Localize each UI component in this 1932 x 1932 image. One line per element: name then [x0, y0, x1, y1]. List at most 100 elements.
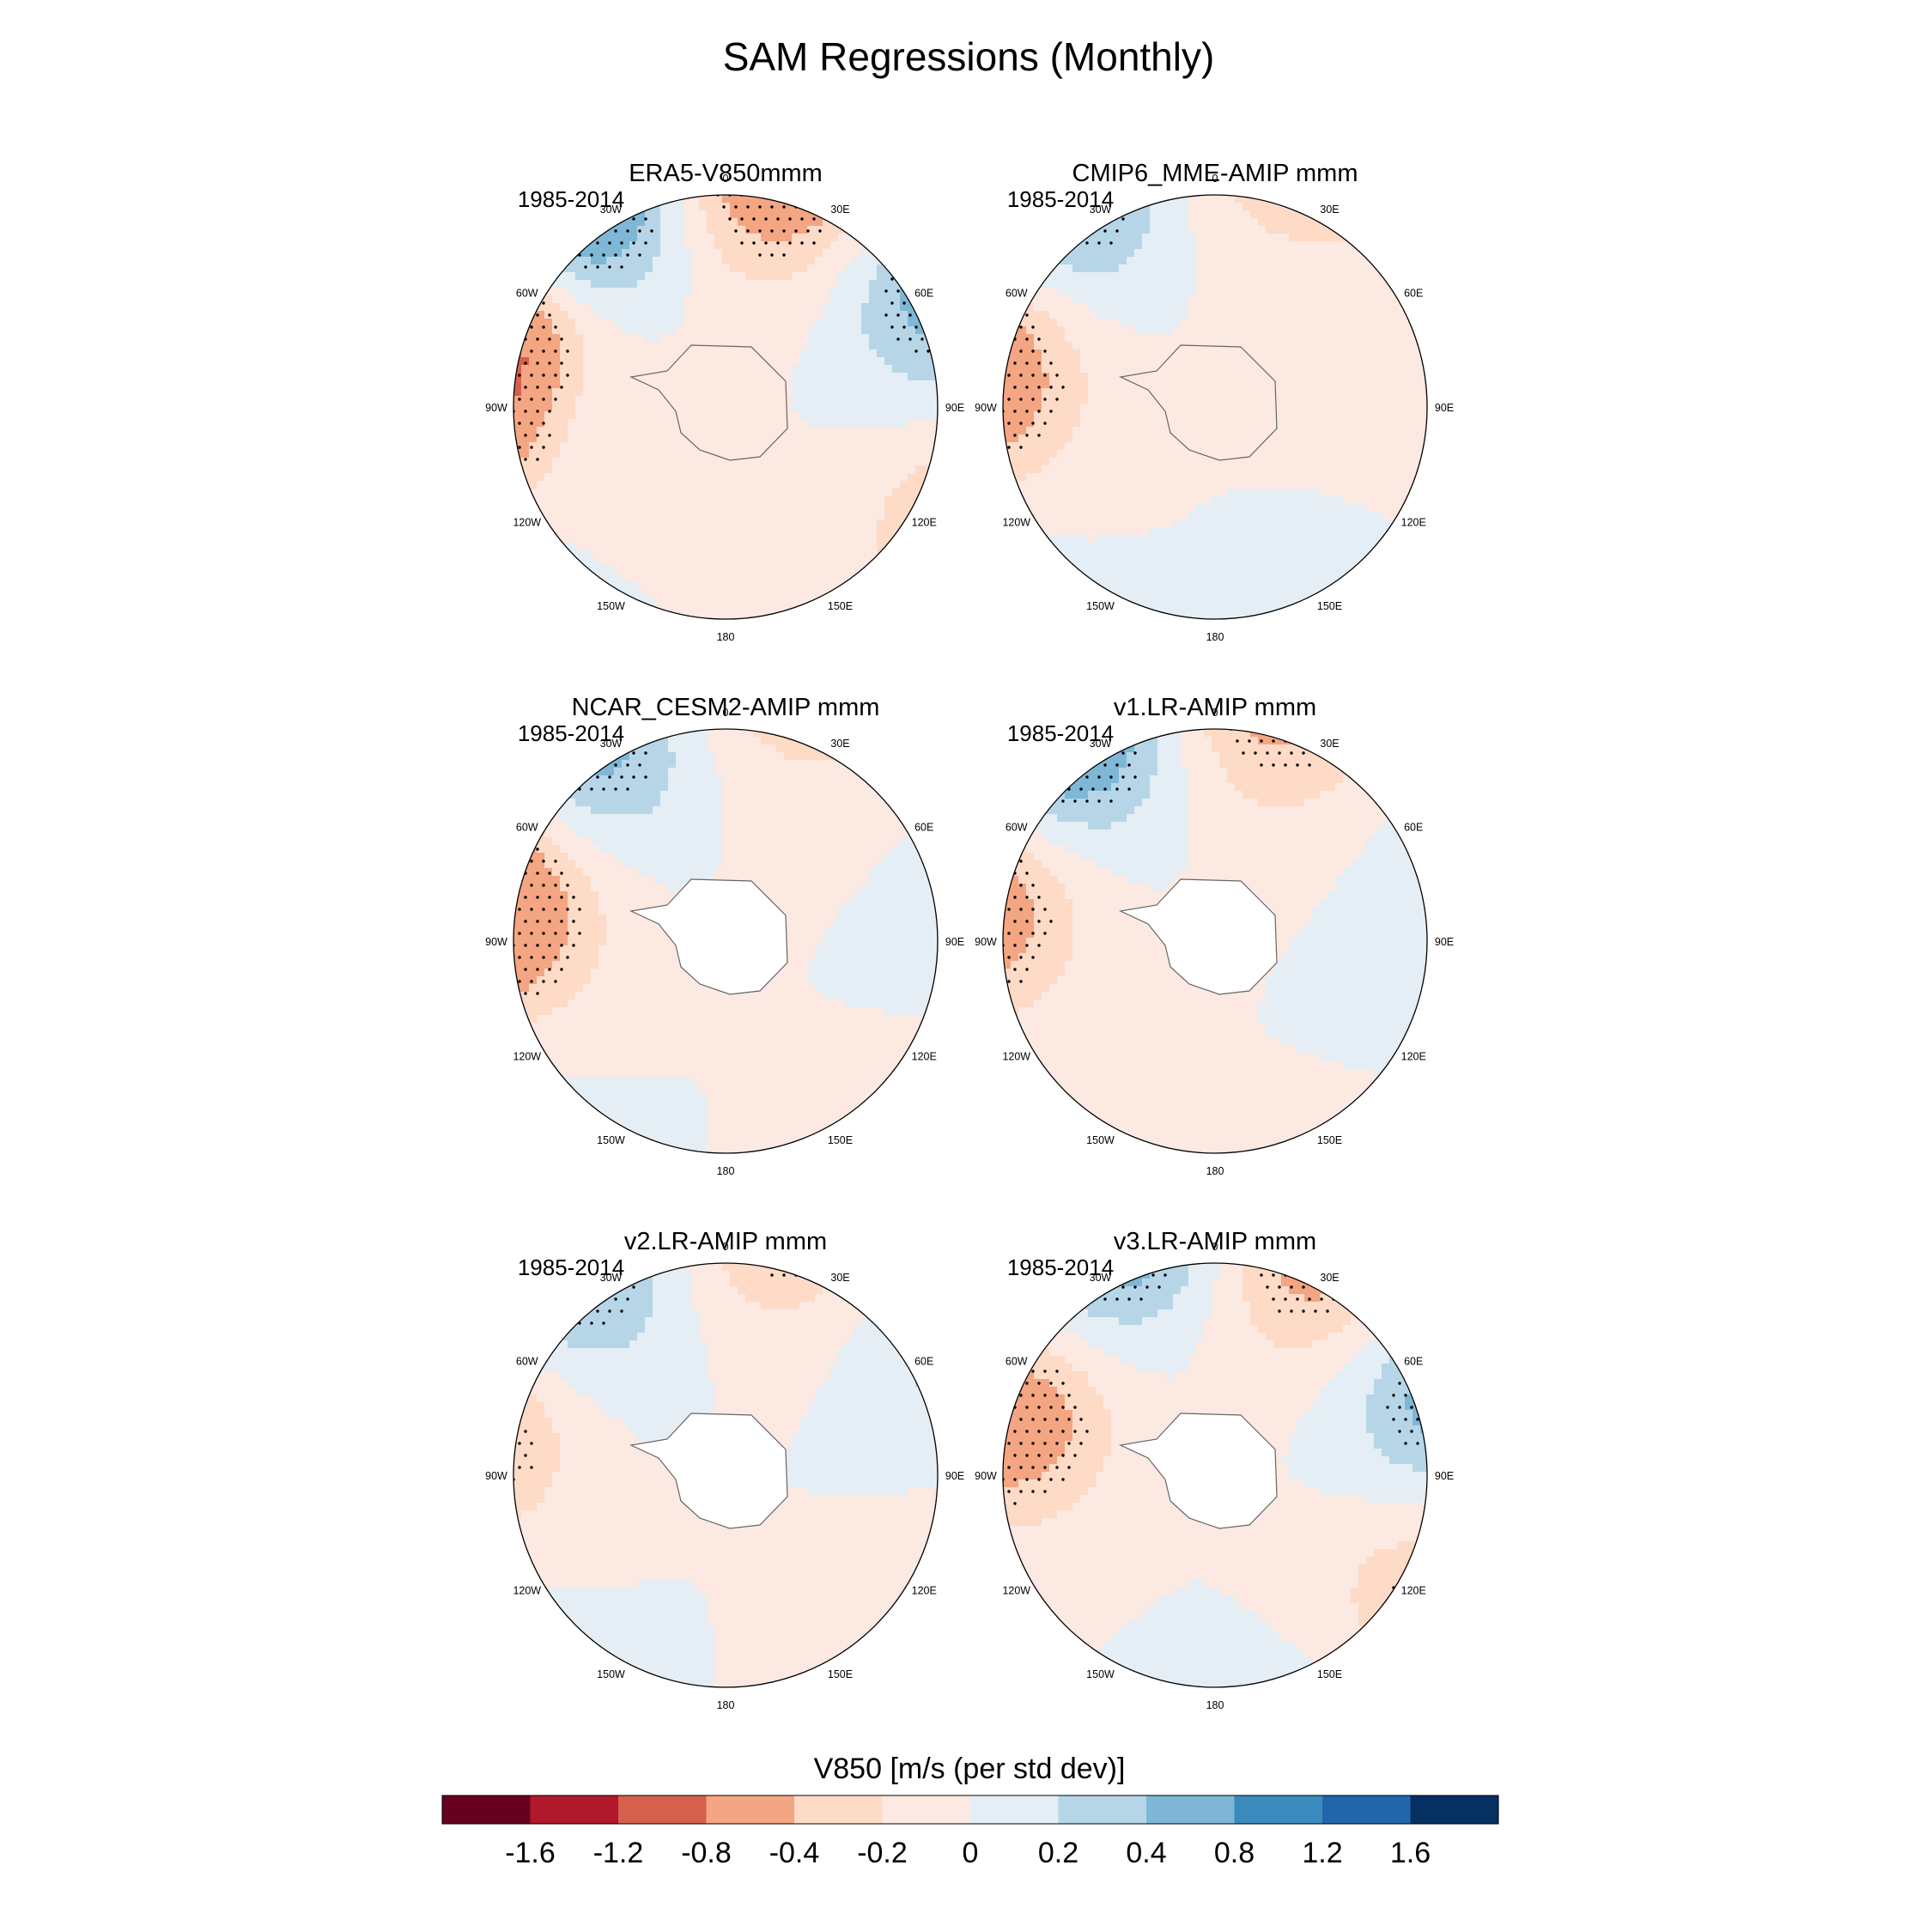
lon-label: 150E [1317, 1668, 1342, 1680]
colorbar-swatch [618, 1795, 707, 1824]
lon-label: 120W [513, 1585, 541, 1597]
lon-label: 60W [516, 288, 538, 300]
lon-label: 0 [723, 1241, 729, 1253]
lon-label: 60W [1005, 822, 1028, 834]
lon-label: 30E [830, 204, 849, 216]
lon-label: 30E [830, 738, 849, 750]
lon-label: 90W [975, 936, 997, 948]
lon-label: 60W [1005, 1356, 1028, 1368]
panel-period: 1985-2014 [518, 186, 624, 212]
colorbar-swatch [706, 1795, 795, 1824]
map-frame [1002, 194, 1428, 620]
lon-label: 120W [1002, 1585, 1030, 1597]
lon-label: 150E [1317, 600, 1342, 612]
panel-title: v2.LR-AMIP mmm [624, 1228, 827, 1255]
lon-label: 90E [1435, 402, 1454, 414]
lon-label: 30W [1090, 204, 1112, 216]
colorbar-tick-label: -1.6 [505, 1837, 556, 1869]
lon-label: 30W [1090, 1272, 1112, 1284]
map-frame [513, 1262, 939, 1688]
colorbar-swatch [1058, 1795, 1147, 1824]
lon-label: 0 [1212, 1241, 1218, 1253]
lon-label: 30E [1320, 1272, 1339, 1284]
lon-label: 90W [485, 402, 507, 414]
lon-label: 150W [597, 600, 625, 612]
map-frame [513, 728, 939, 1154]
antarctica-outline [629, 878, 788, 995]
lon-label: 120W [513, 1051, 541, 1063]
colorbar-tick-label: 0.2 [1038, 1837, 1078, 1869]
lon-label: 120W [1002, 1051, 1030, 1063]
map-frame [1002, 1262, 1428, 1688]
colorbar-tick-label: 0.8 [1214, 1837, 1255, 1869]
antarctica-outline [1118, 344, 1278, 461]
lon-label: 0 [1212, 173, 1218, 185]
lon-label: 150W [1086, 600, 1115, 612]
v850-field [513, 195, 938, 619]
antarctica-outline [1118, 1413, 1278, 1529]
colorbar-swatch [794, 1795, 883, 1824]
lon-label: 150W [1086, 1668, 1115, 1680]
lon-label: 60E [914, 822, 933, 834]
antarctica-outline [629, 1413, 788, 1529]
lon-label: 90W [975, 402, 997, 414]
antarctica-outline [1118, 878, 1278, 995]
panel-period: 1985-2014 [518, 1255, 624, 1280]
lon-label: 120W [1002, 517, 1030, 529]
colorbar-title: V850 [m/s (per std dev)] [814, 1753, 1126, 1785]
lon-label: 30W [1090, 738, 1112, 750]
colorbar-swatch [882, 1795, 971, 1824]
lon-label: 30W [600, 738, 623, 750]
lon-label: 150W [597, 1134, 625, 1146]
lon-label: 30W [600, 1272, 623, 1284]
panel-title: NCAR_CESM2-AMIP mmm [572, 694, 880, 721]
panel-period: 1985-2014 [1007, 186, 1114, 212]
colorbar: V850 [m/s (per std dev)] -1.6 -1.2 -0.8 -0.… [441, 1753, 1499, 1869]
lon-label: 60E [1404, 288, 1423, 300]
antarctica-outline [629, 344, 788, 461]
lon-label: 90E [945, 936, 964, 948]
colorbar-swatch [970, 1795, 1059, 1824]
lon-label: 120E [912, 1051, 937, 1063]
panel-title: CMIP6_MME-AMIP mmm [1072, 160, 1358, 187]
lon-label: 60W [516, 822, 538, 834]
colorbar-swatch [1234, 1795, 1323, 1824]
colorbar-frame [441, 1795, 1499, 1825]
lon-label: 120E [1401, 1585, 1426, 1597]
lon-label: 180 [717, 631, 735, 643]
lon-label: 30E [1320, 738, 1339, 750]
lon-label: 60W [516, 1356, 538, 1368]
colorbar-tick-label: 1.6 [1390, 1837, 1431, 1869]
colorbar-swatch [530, 1795, 619, 1824]
lon-label: 120E [1401, 1051, 1426, 1063]
map-frame [1002, 728, 1428, 1154]
lon-label: 150W [597, 1668, 625, 1680]
lon-label: 30E [1320, 204, 1339, 216]
lon-label: 150E [828, 1668, 853, 1680]
panels: ERA5-V850mmm1985-2014030E60E90E120E150E1… [485, 160, 1454, 1711]
colorbar-tick-label: 1.2 [1302, 1837, 1342, 1869]
panel-period: 1985-2014 [1007, 1255, 1114, 1280]
lon-label: 120W [513, 517, 541, 529]
colorbar-swatch [442, 1795, 531, 1824]
lon-label: 180 [717, 1699, 735, 1711]
colorbar-tick-label: 0.4 [1126, 1837, 1166, 1869]
lon-label: 150E [1317, 1134, 1342, 1146]
lon-label: 60E [914, 288, 933, 300]
lon-label: 150W [1086, 1134, 1115, 1146]
lon-label: 60E [1404, 822, 1423, 834]
lon-label: 90W [485, 936, 507, 948]
panel-title: ERA5-V850mmm [629, 160, 823, 187]
colorbar-swatch [1322, 1795, 1411, 1824]
colorbar-tick-label: -0.8 [681, 1837, 732, 1869]
colorbar-tick-label: -0.4 [769, 1837, 820, 1869]
lon-label: 60W [1005, 288, 1028, 300]
figure-title: SAM Regressions (Monthly) [723, 34, 1215, 79]
lon-label: 30W [600, 204, 623, 216]
lon-label: 180 [717, 1165, 735, 1177]
lon-label: 0 [723, 707, 729, 719]
